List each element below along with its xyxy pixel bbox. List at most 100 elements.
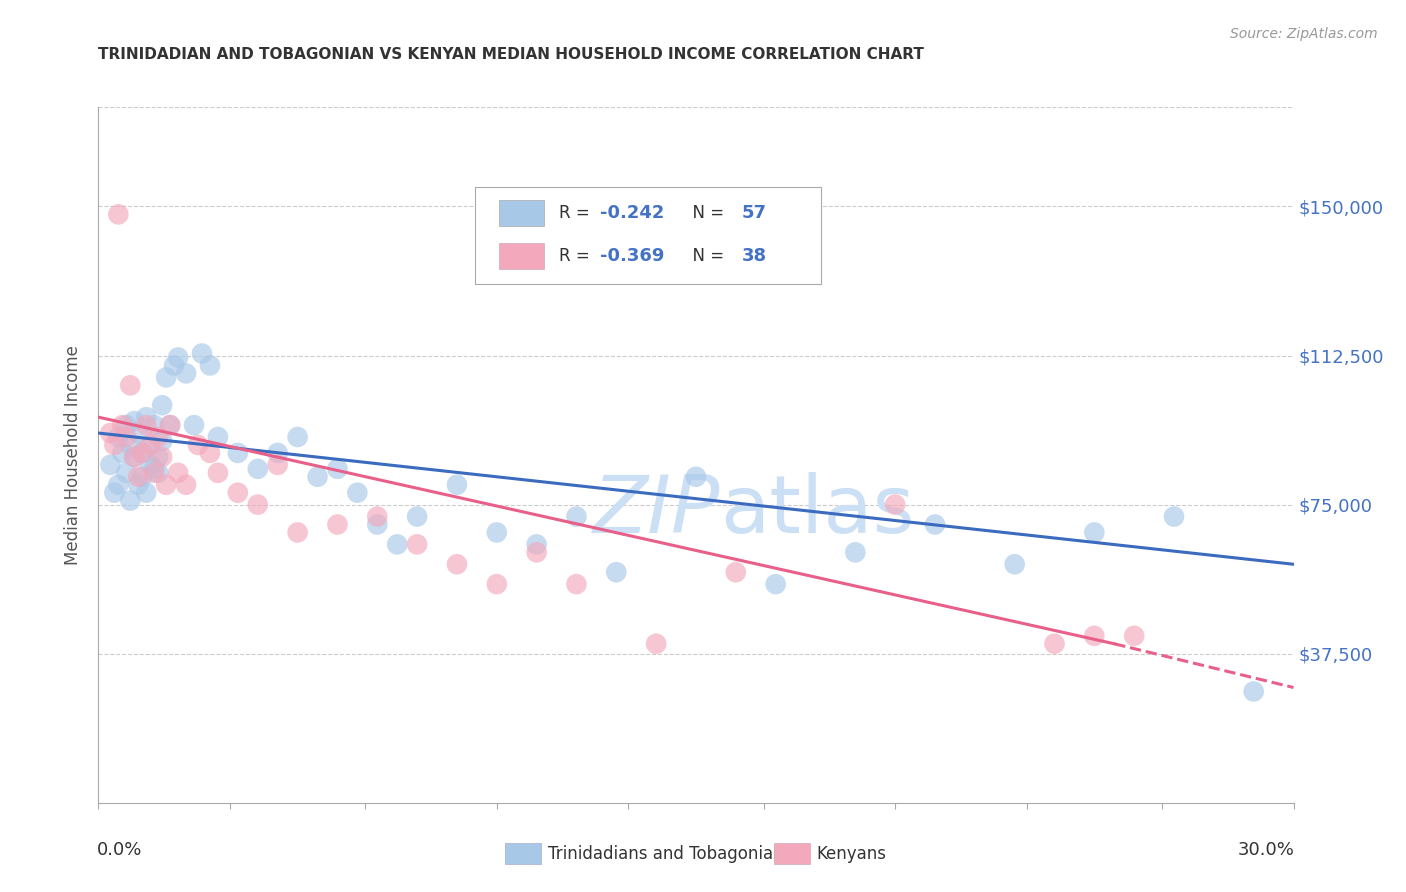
Point — [326, 517, 349, 532]
Point — [287, 525, 309, 540]
Point — [187, 438, 209, 452]
FancyBboxPatch shape — [499, 243, 544, 269]
Point — [115, 430, 138, 444]
Point — [685, 470, 707, 484]
Point — [155, 370, 177, 384]
Point — [645, 637, 668, 651]
Point — [111, 418, 134, 433]
Text: R =: R = — [558, 247, 595, 265]
Point — [246, 498, 269, 512]
Point — [107, 207, 129, 221]
Point — [287, 430, 309, 444]
Point — [127, 477, 149, 491]
Point — [139, 438, 162, 452]
Point — [1083, 629, 1105, 643]
Point — [103, 438, 125, 452]
Point — [148, 466, 170, 480]
Point — [385, 537, 409, 551]
Point — [127, 425, 149, 440]
Point — [1243, 684, 1265, 698]
Point — [198, 359, 221, 373]
Text: N =: N = — [682, 247, 728, 265]
Point — [605, 565, 627, 579]
Point — [346, 485, 368, 500]
Point — [267, 446, 290, 460]
Point — [131, 446, 153, 460]
Point — [120, 438, 142, 452]
Point — [307, 470, 329, 484]
Point — [124, 414, 146, 428]
Point — [226, 485, 249, 500]
Point — [115, 466, 138, 480]
Point — [446, 558, 468, 572]
Text: N =: N = — [682, 203, 728, 222]
Point — [174, 477, 197, 491]
Point — [1123, 629, 1146, 643]
Point — [163, 359, 186, 373]
Point — [366, 509, 388, 524]
Point — [565, 577, 588, 591]
Point — [526, 537, 548, 551]
Text: Trinidadians and Tobagonians: Trinidadians and Tobagonians — [548, 845, 792, 863]
Point — [124, 450, 146, 464]
Text: 0.0%: 0.0% — [97, 841, 142, 859]
Point — [1043, 637, 1066, 651]
Point — [167, 466, 190, 480]
Point — [174, 367, 197, 381]
Point — [207, 430, 229, 444]
Point — [485, 577, 508, 591]
Point — [103, 485, 125, 500]
Point — [115, 418, 138, 433]
Text: -0.242: -0.242 — [600, 203, 665, 222]
Point — [127, 470, 149, 484]
Point — [135, 410, 157, 425]
Point — [183, 418, 205, 433]
Point — [150, 450, 173, 464]
Point — [139, 438, 162, 452]
Text: 30.0%: 30.0% — [1237, 841, 1295, 859]
Point — [406, 537, 429, 551]
Point — [131, 446, 153, 460]
Point — [155, 477, 177, 491]
Point — [143, 418, 166, 433]
Point — [135, 485, 157, 500]
Point — [1004, 558, 1026, 572]
Text: 38: 38 — [741, 247, 766, 265]
Text: atlas: atlas — [720, 472, 914, 549]
Point — [159, 418, 181, 433]
Text: 57: 57 — [741, 203, 766, 222]
Point — [150, 434, 173, 448]
Point — [124, 450, 146, 464]
Point — [150, 398, 173, 412]
Point — [485, 525, 508, 540]
Point — [565, 509, 588, 524]
Text: Kenyans: Kenyans — [817, 845, 887, 863]
Point — [131, 470, 153, 484]
Point — [159, 418, 181, 433]
Point — [765, 577, 787, 591]
Point — [107, 477, 129, 491]
Text: -0.369: -0.369 — [600, 247, 665, 265]
Point — [100, 458, 122, 472]
Point — [1163, 509, 1185, 524]
Point — [143, 462, 166, 476]
Point — [267, 458, 290, 472]
Point — [924, 517, 946, 532]
Point — [107, 430, 129, 444]
Point — [198, 446, 221, 460]
FancyBboxPatch shape — [475, 187, 821, 285]
Point — [143, 466, 166, 480]
Point — [135, 418, 157, 433]
Text: R =: R = — [558, 203, 595, 222]
Point — [844, 545, 866, 559]
Point — [148, 450, 170, 464]
Text: Source: ZipAtlas.com: Source: ZipAtlas.com — [1230, 27, 1378, 41]
Point — [724, 565, 747, 579]
Point — [100, 425, 122, 440]
Point — [207, 466, 229, 480]
Point — [526, 545, 548, 559]
Point — [111, 446, 134, 460]
Point — [406, 509, 429, 524]
Text: TRINIDADIAN AND TOBAGONIAN VS KENYAN MEDIAN HOUSEHOLD INCOME CORRELATION CHART: TRINIDADIAN AND TOBAGONIAN VS KENYAN MED… — [98, 47, 924, 62]
Point — [167, 351, 190, 365]
